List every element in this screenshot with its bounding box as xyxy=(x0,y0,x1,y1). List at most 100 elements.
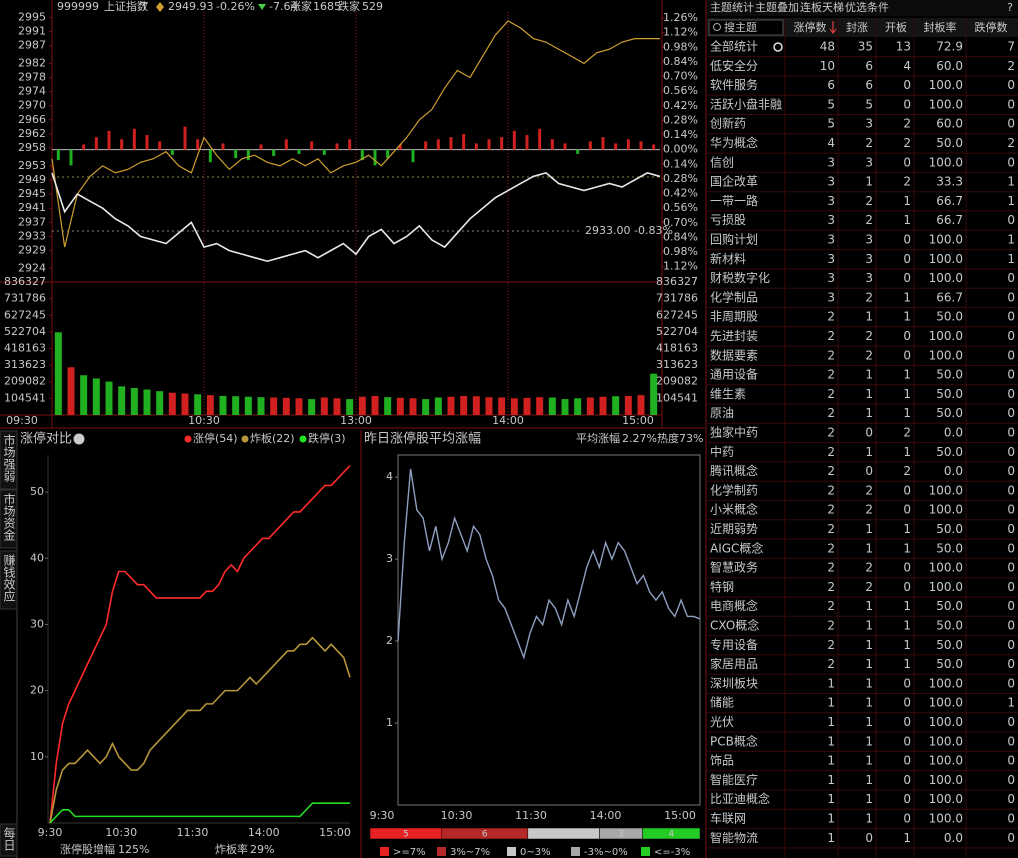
theme-name[interactable]: 软件服务 xyxy=(710,77,758,92)
theme-name[interactable]: 原油 xyxy=(710,406,734,420)
theme-name[interactable]: 家居用品 xyxy=(710,656,758,671)
theme-name[interactable]: 回购计划 xyxy=(710,232,758,247)
column-header[interactable]: 开板 xyxy=(885,20,907,34)
search-box[interactable] xyxy=(708,19,784,36)
theme-name[interactable]: 一带一路 xyxy=(710,193,758,208)
breadth-bar xyxy=(588,141,592,150)
volume-tick-label: 209082 xyxy=(4,375,46,388)
theme-name[interactable]: 化学制品 xyxy=(710,289,758,304)
theme-name[interactable]: 饰品 xyxy=(710,754,734,768)
theme-name[interactable]: 光伏 xyxy=(710,715,734,729)
cell: 0 xyxy=(1007,561,1015,575)
column-header[interactable]: 跌停数 xyxy=(975,20,1008,34)
tab[interactable]: 主题统计 xyxy=(710,1,754,14)
cell: 1 xyxy=(865,445,873,459)
cell: 0 xyxy=(1007,406,1015,420)
y-tick-label: 2991 xyxy=(18,25,46,38)
theme-name[interactable]: 活跃小盘非融 xyxy=(710,96,782,111)
theme-name[interactable]: 低安全分 xyxy=(710,58,758,73)
theme-name[interactable]: 储能 xyxy=(710,695,734,710)
cell: 6 xyxy=(865,78,873,92)
theme-name[interactable]: 亏损股 xyxy=(710,213,746,227)
theme-name[interactable]: 全部统计 xyxy=(710,39,758,54)
breadth-bar xyxy=(538,128,542,150)
y-tick-label: 4 xyxy=(386,470,393,483)
cell: 0 xyxy=(1007,734,1015,748)
side-tab[interactable] xyxy=(0,550,18,610)
theme-name[interactable]: 小米概念 xyxy=(710,502,758,517)
breadth-bar xyxy=(69,149,73,166)
cell: 2 xyxy=(1007,136,1015,150)
search[interactable]: 搜主题 xyxy=(724,20,757,34)
theme-name[interactable]: 电商概念 xyxy=(710,598,758,613)
cell: 2 xyxy=(865,136,873,150)
cell: 1 xyxy=(903,619,911,633)
column-header[interactable]: 封涨 xyxy=(846,20,868,34)
theme-name[interactable]: PCB概念 xyxy=(710,733,758,748)
tab[interactable]: 主题叠加 xyxy=(755,1,799,14)
y-tick-label: 2924 xyxy=(18,261,46,274)
theme-name[interactable]: 智能医疗 xyxy=(710,772,758,787)
tab[interactable]: 连板天梯 xyxy=(800,0,844,14)
theme-name[interactable]: 通用设备 xyxy=(710,368,758,382)
column-header[interactable]: 封板率 xyxy=(924,20,957,34)
cell: 1 xyxy=(827,734,835,748)
volume-bar xyxy=(181,393,189,415)
side-tab-label[interactable]: 市场资金 xyxy=(2,492,16,541)
theme-name[interactable]: 深圳板块 xyxy=(710,676,758,690)
side-tab[interactable] xyxy=(0,823,18,857)
sort-arrow[interactable] xyxy=(829,21,837,34)
side-tab-label[interactable]: 赚钱效应 xyxy=(2,553,16,602)
theme-name[interactable]: 维生素 xyxy=(710,387,746,401)
info-icon[interactable] xyxy=(73,433,85,445)
theme-name[interactable]: 信创 xyxy=(710,155,734,169)
theme-name[interactable]: 近期弱势 xyxy=(710,522,758,536)
side-tab[interactable] xyxy=(0,489,18,549)
y2-tick-label: 0.28% xyxy=(663,172,698,185)
up-count: 1685 xyxy=(313,0,341,13)
theme-name[interactable]: 创新药 xyxy=(710,116,746,131)
theme-name[interactable]: 新材料 xyxy=(710,251,746,266)
theme-name[interactable]: 独家中药 xyxy=(710,425,758,440)
cell: 1 xyxy=(827,696,835,710)
cell: 1 xyxy=(903,638,911,652)
theme-name[interactable]: 特钢 xyxy=(710,579,734,594)
cell: 0 xyxy=(903,715,911,729)
volume-tick-label: 313623 xyxy=(656,358,698,371)
cell: 100.0 xyxy=(929,715,963,729)
row-icon[interactable] xyxy=(773,42,783,52)
side-tab-label[interactable]: 每日 xyxy=(2,826,16,851)
y-tick-label: 2987 xyxy=(18,39,46,52)
volume-bar xyxy=(308,399,316,415)
theme-name[interactable]: 中药 xyxy=(710,444,734,459)
column-header[interactable]: 涨停数 xyxy=(794,20,827,34)
side-tab-label[interactable]: 市场强弱 xyxy=(2,433,16,483)
theme-name[interactable]: AIGC概念 xyxy=(710,540,763,555)
theme-name[interactable]: 财税数字化 xyxy=(710,270,770,285)
help[interactable]: ? xyxy=(1007,1,1013,14)
theme-name[interactable]: CXO概念 xyxy=(710,618,759,633)
cell: 1 xyxy=(903,599,911,613)
volume-bar xyxy=(586,397,594,415)
cell: 1 xyxy=(903,310,911,324)
cell: 5 xyxy=(827,97,835,111)
cell: 100.0 xyxy=(929,252,963,266)
theme-name[interactable]: 非周期股 xyxy=(710,310,758,324)
theme-name[interactable]: 腾讯概念 xyxy=(710,463,758,478)
theme-name[interactable]: 专用设备 xyxy=(710,637,758,652)
breadth-bar xyxy=(411,149,415,163)
theme-name[interactable]: 国企改革 xyxy=(710,174,758,189)
theme-name[interactable]: 车联网 xyxy=(710,811,746,826)
cell: 0 xyxy=(1007,426,1015,440)
cell: 0 xyxy=(1007,522,1015,536)
theme-name[interactable]: 数据要素 xyxy=(710,347,758,362)
volume-bar xyxy=(54,332,62,415)
theme-name[interactable]: 化学制药 xyxy=(710,482,758,497)
theme-name[interactable]: 先进封装 xyxy=(710,329,758,343)
theme-name[interactable]: 比亚迪概念 xyxy=(710,791,770,806)
theme-name[interactable]: 智慧政务 xyxy=(710,560,758,575)
theme-name[interactable]: 智能物流 xyxy=(710,830,758,845)
theme-name[interactable]: 华为概念 xyxy=(710,135,758,150)
side-tab[interactable] xyxy=(0,430,18,490)
tab[interactable]: 优选条件 xyxy=(845,0,889,14)
